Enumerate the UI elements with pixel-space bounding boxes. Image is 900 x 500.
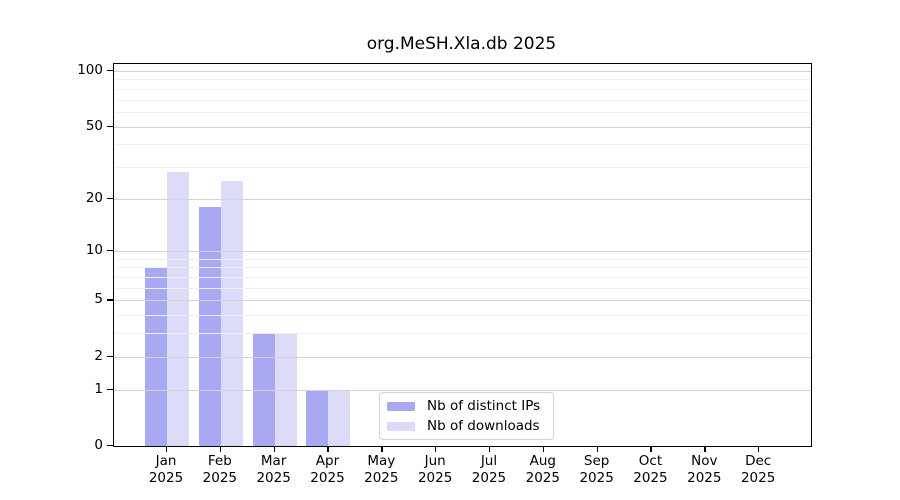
x-axis-tick (758, 446, 760, 452)
y-axis-tick (107, 197, 113, 199)
y-axis-tick (107, 445, 113, 447)
minor-gridline (114, 111, 811, 113)
y-axis-label: 100 (77, 62, 103, 78)
x-axis-tick (650, 446, 652, 452)
x-axis-tick (381, 446, 383, 452)
bar-downloads-mar (274, 333, 297, 446)
legend-label-distinct-ips: Nb of distinct IPs (427, 397, 541, 414)
major-gridline (114, 126, 811, 128)
y-axis-tick (107, 250, 113, 252)
legend-item-downloads: Nb of downloads (387, 417, 553, 434)
x-axis-label: Oct 2025 (633, 453, 668, 486)
x-axis-label: Apr 2025 (310, 453, 345, 486)
x-axis-label: Jun 2025 (417, 453, 453, 486)
minor-gridline (114, 258, 811, 260)
y-axis-tick (107, 125, 113, 127)
y-axis-tick (107, 70, 113, 72)
minor-gridline (114, 166, 811, 168)
minor-gridline (114, 267, 811, 269)
minor-gridline (114, 99, 811, 101)
chart-title: org.MeSH.Xla.db 2025 (366, 34, 557, 54)
x-axis-label: May 2025 (364, 453, 399, 486)
x-axis-tick (273, 446, 275, 452)
major-gridline (114, 300, 811, 302)
y-axis-label: 2 (94, 347, 103, 364)
x-axis-label: Mar 2025 (256, 453, 291, 486)
x-axis-tick (542, 446, 545, 452)
y-axis-tick (107, 299, 113, 301)
minor-gridline (114, 277, 811, 279)
plot-area (113, 63, 812, 447)
x-axis-label: Jan 2025 (148, 453, 184, 486)
x-axis-label: Aug 2025 (525, 453, 560, 486)
y-axis-label: 5 (94, 291, 103, 308)
legend: Nb of distinct IPs Nb of downloads (379, 392, 554, 440)
x-axis-tick (166, 446, 168, 452)
minor-gridline (114, 144, 811, 146)
major-gridline (114, 356, 811, 358)
bar-downloads-jan (167, 172, 189, 446)
minor-gridline (114, 315, 811, 317)
legend-swatch-distinct-ips (387, 401, 415, 411)
x-axis-tick (596, 446, 598, 452)
x-axis-label: Nov 2025 (687, 453, 722, 486)
y-axis-label: 0 (94, 437, 103, 453)
bar-distinct-ips-apr (306, 389, 329, 446)
y-axis-tick (107, 355, 113, 358)
legend-label-downloads: Nb of downloads (427, 417, 540, 434)
major-gridline (114, 198, 811, 200)
minor-gridline (114, 287, 811, 289)
y-axis-label: 1 (94, 380, 103, 397)
x-axis-tick (327, 446, 329, 452)
x-axis-tick (435, 446, 437, 452)
major-gridline (114, 389, 811, 391)
y-axis-label: 50 (85, 117, 103, 134)
x-axis-label: Feb 2025 (202, 453, 237, 486)
bar-downloads-apr (328, 389, 351, 446)
x-axis-tick (704, 446, 706, 452)
x-axis-label: Jul 2025 (471, 453, 507, 486)
x-axis-tick (488, 446, 491, 452)
x-axis-label: Dec 2025 (740, 453, 776, 486)
minor-gridline (114, 79, 811, 81)
bar-distinct-ips-mar (252, 333, 275, 446)
bar-downloads-feb (220, 181, 243, 446)
major-gridline (114, 71, 811, 72)
y-axis-label: 20 (85, 189, 103, 206)
y-axis-label: 10 (85, 242, 103, 259)
minor-gridline (114, 333, 811, 335)
y-axis-tick (107, 388, 113, 390)
major-gridline (114, 251, 811, 253)
legend-swatch-downloads (387, 421, 415, 431)
bar-distinct-ips-feb (198, 206, 221, 446)
legend-item-distinct-ips: Nb of distinct IPs (387, 397, 553, 414)
x-axis-tick (219, 446, 222, 452)
minor-gridline (114, 88, 811, 90)
x-axis-label: Sep 2025 (579, 453, 614, 486)
